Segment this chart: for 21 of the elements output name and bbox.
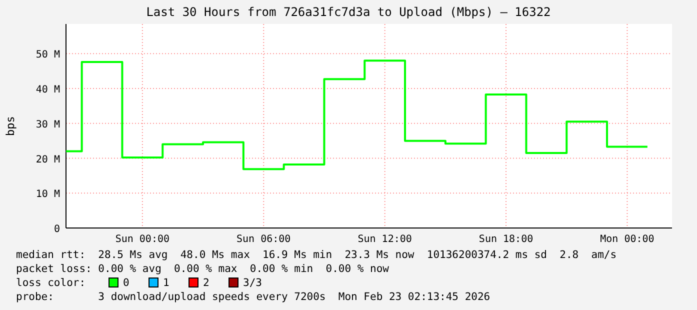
y-tick-label: 0 — [54, 224, 60, 235]
y-tick-label: 50 M — [36, 50, 60, 61]
text: 2 — [203, 277, 210, 289]
text: loss color: — [16, 277, 86, 289]
x-tick-label: Mon 00:00 — [600, 234, 654, 245]
text: median rtt: 28.5 Ms avg 48.0 Ms max 16.9 Ms min 23.3 Ms now 10136200374.2 ms sd 2.8 am/s — [16, 249, 617, 261]
y-tick-label: 10 M — [36, 189, 60, 200]
text: probe: 3 download/upload speeds every 7200s Mon Feb 23 02:13:45 2026 — [16, 291, 490, 303]
text: packet loss: 0.00 % avg 0.00 % max 0.00 % min 0.00 % now — [16, 263, 390, 275]
x-tick-label: Sun 06:00 — [236, 234, 291, 245]
chart-title: Last 30 Hours from 726a31fc7d3a to Upload (Mbps) – 16322 — [146, 5, 551, 19]
text: 1 — [163, 277, 170, 289]
text: 3/3 — [243, 277, 262, 289]
y-tick-label: 20 M — [36, 154, 60, 166]
y-tick-label: 30 M — [36, 119, 60, 130]
x-tick-label: Sun 00:00 — [115, 234, 170, 245]
text: 0 — [123, 277, 130, 289]
x-tick-label: Sun 18:00 — [478, 234, 534, 245]
y-axis-title: bps — [4, 116, 17, 136]
y-tick-label: 40 M — [36, 84, 60, 96]
x-tick-label: Sun 12:00 — [358, 234, 412, 245]
